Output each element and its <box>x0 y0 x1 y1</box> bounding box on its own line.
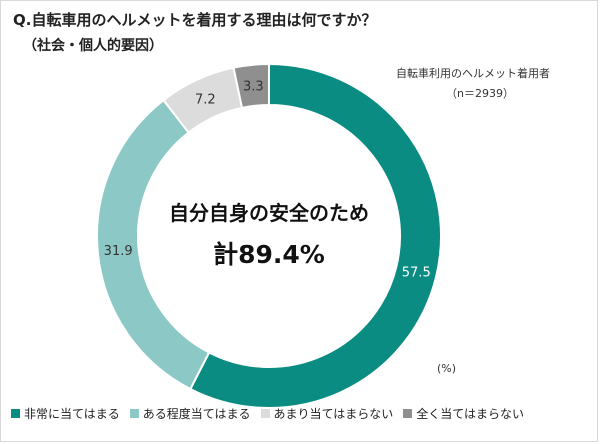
legend-label-2: ある程度当てはまる <box>142 407 251 421</box>
chart-title: Q.自転車用のヘルメットを着用する理由は何ですか？ <box>13 11 377 29</box>
legend-item-2: ある程度当てはまる <box>129 405 251 422</box>
legend-label-4: 全く当てはまらない <box>416 407 525 421</box>
chart-legend: 非常に当てはまる ある程度当てはまる あまり当てはまらない 全く当てはまらない <box>11 405 524 422</box>
legend-swatch-2 <box>129 409 139 418</box>
legend-label-3: あまり当てはまらない <box>273 407 394 421</box>
unit-label: (%) <box>437 362 457 375</box>
legend-swatch-4 <box>403 409 413 418</box>
center-caption: 自分自身の安全のため <box>169 201 369 225</box>
slice-value-label-4: 3.3 <box>243 79 264 94</box>
donut-slice-1 <box>189 62 442 409</box>
legend-swatch-1 <box>11 409 20 418</box>
legend-swatch-3 <box>260 409 270 418</box>
legend-item-1: 非常に当てはまる <box>11 405 120 422</box>
center-total: 計89.4% <box>213 240 325 269</box>
chart-subtitle: （社会・個人的要因） <box>23 38 163 54</box>
slice-value-label-2: 31.9 <box>104 244 133 259</box>
legend-item-4: 全く当てはまらない <box>403 405 524 422</box>
slice-value-label-1: 57.5 <box>402 266 431 281</box>
sample-size: （n＝2939） <box>446 87 514 100</box>
slice-value-label-3: 7.2 <box>195 93 216 108</box>
donut-slice-4 <box>232 62 270 109</box>
sample-label: 自転車利用のヘルメット着用者 <box>396 67 550 80</box>
legend-item-3: あまり当てはまらない <box>260 405 394 422</box>
legend-label-1: 非常に当てはまる <box>24 407 120 421</box>
